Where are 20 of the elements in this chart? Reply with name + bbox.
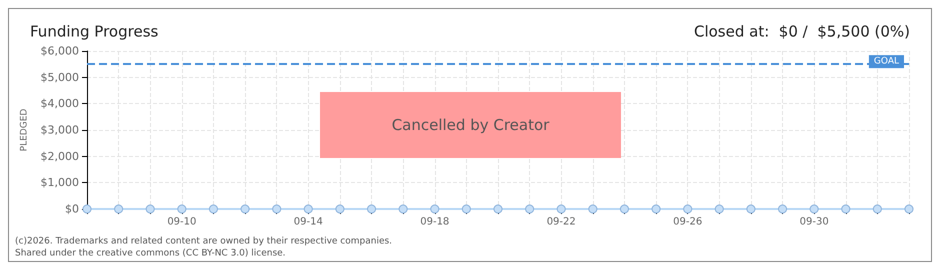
x-tick-label: 09-14 [294,216,323,228]
ref-line-label: GOAL [874,56,899,67]
x-tick-label: 09-18 [420,216,450,228]
y-tick-label: $0 [65,202,79,216]
x-tick-label: 09-10 [167,216,196,228]
chart-title: Funding Progress [30,22,159,40]
x-tick-label: 09-30 [800,216,829,228]
y-tick-label: $4,000 [40,97,79,110]
x-tick-label: 09-26 [673,216,702,228]
y-tick-label: $2,000 [40,150,79,163]
y-tick-label: $3,000 [40,124,79,136]
y-tick-label: $5,000 [40,70,79,84]
text: (c)2026. Trademarks and related content are owned by their respective companies. [15,236,392,246]
notice-box: Cancelled by Creator [320,92,621,158]
y-axis-title: PLEDGED [20,108,30,152]
chart-subtitle: Closed at: $0 / $5,500 (0%) [694,22,910,40]
y-tick-label: $6,000 [40,44,79,58]
text: Shared under the creative commons (CC BY-NC 3.0) license. [15,248,286,258]
y-tick-label: $1,000 [40,176,79,190]
x-tick-label: 09-22 [546,216,576,228]
